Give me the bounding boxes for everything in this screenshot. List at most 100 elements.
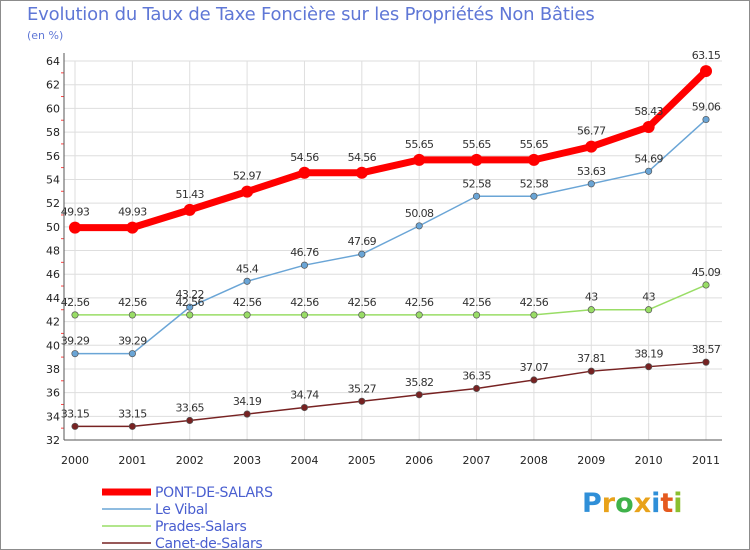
x-tick-label: 2003 [233,454,261,467]
data-label: 54.56 [290,151,319,164]
data-point [128,350,136,358]
y-tick-label: 32 [46,434,60,447]
axes: 32 34 36 38 40 42 44 46 48 50 52 54 56 58 60 62 64 2000 20… [46,53,722,467]
data-point [530,192,538,200]
y-tick-label: 64 [46,55,60,68]
data-point [243,410,251,418]
logo-letter: t [660,488,674,519]
data-label: 46.76 [290,246,319,259]
data-point [71,350,79,358]
data-point [645,167,653,175]
data-label: 45.09 [692,266,721,279]
data-point [472,384,481,393]
data-point [71,422,79,430]
y-tick-label: 36 [46,387,60,400]
data-label: 39.29 [61,335,90,348]
data-label: 42.56 [462,296,491,309]
data-label: 34.74 [290,389,319,402]
x-tick-label: 2000 [61,454,89,467]
data-label: 56.77 [577,125,606,138]
data-point [186,303,194,311]
x-tick-label: 2010 [635,454,663,467]
data-label: 34.19 [233,395,262,408]
logo-letter: o [615,488,634,519]
data-point [700,65,712,78]
data-point [472,311,481,319]
data-label: 33.15 [61,407,90,420]
data-label: 45.4 [236,262,259,275]
data-point [702,281,710,289]
data-point [585,140,598,153]
data-point [186,416,194,425]
data-label: 47.69 [348,235,377,248]
data-label: 55.65 [462,138,491,151]
data-point [415,222,423,230]
logo-letter: r [601,488,616,519]
data-label: 42.56 [61,296,90,309]
data-label: 42.56 [175,296,204,309]
data-point [243,277,251,285]
data-label: 59.06 [692,101,721,114]
data-label: 35.82 [405,376,434,389]
data-point [298,166,311,179]
data-point [470,153,483,166]
x-tick-label: 2008 [520,454,548,467]
data-label: 63.15 [692,49,721,62]
y-tick-label: 46 [46,268,60,281]
data-point [413,153,426,166]
series-line-2 [75,284,707,316]
legend-label: Canet-de-Salars [155,536,262,550]
x-tick-label: 2009 [577,454,605,467]
x-tick-label: 2011 [692,454,720,467]
unit-label: (en %) [27,29,64,42]
data-point [241,185,254,198]
data-point [71,311,79,319]
data-label: 55.65 [520,138,549,151]
data-label: 42.56 [290,296,319,309]
data-point [530,311,538,319]
y-tick-label: 52 [46,197,60,210]
proxiti-logo: Proxiti [582,488,683,519]
data-point [355,166,368,179]
x-tick-label: 2001 [118,454,146,467]
data-label: 33.15 [118,407,147,420]
data-point [300,311,309,319]
data-label: 42.56 [233,296,262,309]
y-tick-label: 60 [46,102,60,115]
y-tick-label: 54 [46,173,60,186]
data-point [358,250,366,258]
data-point [300,261,309,269]
grid [64,60,722,441]
data-label: 49.93 [118,206,147,219]
y-tick-label: 42 [46,316,60,329]
data-labels: 49.93 49.93 51.43 52.97 54.56 54.56 55.65 55.65… [61,49,722,420]
data-point [527,153,540,166]
series-line-3 [75,361,707,428]
data-label: 39.29 [118,335,147,348]
data-point [128,422,136,430]
data-point [645,363,653,371]
data-label: 54.69 [634,152,663,165]
data-label: 43 [642,291,655,304]
data-label: 51.43 [175,188,204,201]
data-label: 49.93 [61,206,90,219]
y-tick-label: 44 [46,292,60,305]
data-label: 53.63 [577,165,606,178]
data-label: 33.65 [175,401,204,414]
legend-label: Le Vibal [155,502,208,518]
data-point [587,367,595,375]
data-label: 43.22 [175,288,204,301]
data-point [358,397,366,405]
data-point [243,311,251,319]
data-point [645,306,653,314]
y-tick-label: 34 [46,410,60,423]
data-point [530,376,538,384]
data-label: 37.81 [577,352,606,365]
data-label: 37.07 [520,361,549,374]
data-point [702,115,710,124]
data-point [300,403,309,412]
series-line-0 [75,68,709,232]
data-label: 54.56 [348,151,377,164]
